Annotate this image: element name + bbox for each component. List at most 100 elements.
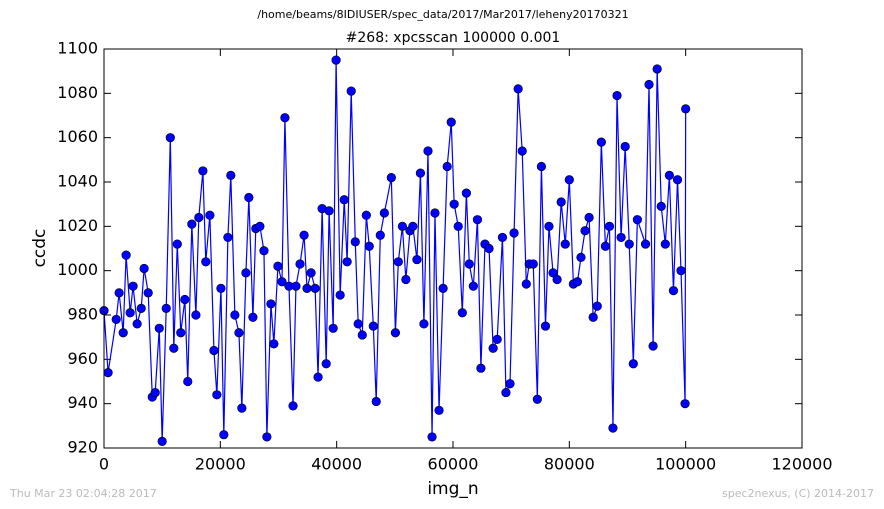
data-point: [532, 394, 542, 404]
data-point: [664, 170, 674, 180]
data-point: [505, 379, 515, 389]
data-point: [259, 246, 269, 256]
data-point: [161, 303, 171, 313]
data-point: [321, 359, 331, 369]
data-point: [165, 133, 175, 143]
data-point: [295, 259, 305, 269]
y-tick-label: 1020: [57, 216, 98, 235]
data-point: [513, 84, 523, 94]
data-point: [580, 226, 590, 236]
data-point: [353, 319, 363, 329]
data-point: [468, 281, 478, 291]
y-axis-label: ccdc: [30, 229, 50, 268]
y-tick-label: 980: [67, 305, 98, 324]
data-point: [368, 321, 378, 331]
x-tick-label: 20000: [195, 455, 246, 474]
data-point: [386, 172, 396, 183]
data-point: [497, 232, 508, 243]
data-point: [592, 301, 602, 311]
y-tick-label: 960: [67, 349, 98, 368]
suptitle: /home/beams/8IDIUSER/spec_data/2017/Mar2…: [257, 8, 628, 21]
data-point: [201, 257, 211, 267]
data-point: [248, 312, 258, 322]
data-point: [472, 215, 483, 225]
y-tick-label: 940: [67, 393, 98, 412]
data-point: [600, 241, 610, 251]
data-point: [492, 334, 502, 344]
data-point: [205, 210, 215, 220]
data-point: [457, 308, 467, 318]
data-point: [288, 401, 298, 411]
data-point: [656, 201, 666, 211]
x-axis-label: img_n: [427, 479, 478, 499]
data-point: [375, 230, 385, 240]
data-point: [118, 328, 128, 338]
data-point: [150, 387, 160, 398]
data-point: [608, 423, 618, 433]
data-point: [393, 257, 403, 267]
data-point: [299, 230, 309, 240]
data-point: [266, 299, 276, 309]
data-point: [114, 288, 124, 298]
data-point: [390, 328, 401, 338]
data-point: [540, 321, 551, 331]
data-point: [528, 259, 538, 269]
data-point: [584, 212, 594, 223]
y-tick-label: 920: [67, 438, 98, 457]
data-point: [237, 403, 247, 413]
data-point: [255, 221, 265, 231]
x-tick-label: 80000: [544, 455, 595, 474]
data-point: [350, 237, 360, 247]
data-point: [194, 212, 204, 223]
data-point: [560, 239, 570, 249]
data-point: [430, 208, 440, 218]
data-point: [125, 308, 135, 318]
data-point: [576, 252, 586, 262]
plot-frame: [103, 48, 803, 449]
data-point: [556, 197, 566, 207]
data-point: [339, 195, 349, 205]
data-point: [277, 277, 287, 287]
data-point: [198, 166, 208, 176]
data-point: [223, 232, 233, 243]
data-point: [209, 345, 219, 356]
data-point: [509, 228, 519, 238]
data-point: [548, 268, 558, 278]
data-point: [446, 117, 456, 127]
data-point: [371, 396, 381, 407]
data-point: [273, 261, 283, 271]
data-point: [139, 263, 149, 274]
data-point: [488, 343, 498, 353]
data-point: [241, 268, 251, 278]
data-point: [442, 161, 452, 172]
data-point: [652, 64, 662, 74]
data-point: [423, 146, 433, 156]
x-tick-label: 40000: [311, 455, 362, 474]
data-point: [408, 221, 418, 231]
data-point: [180, 294, 190, 305]
data-point: [453, 221, 463, 231]
data-point: [632, 215, 642, 225]
data-point: [640, 239, 651, 249]
data-point: [544, 221, 554, 231]
data-point: [143, 288, 153, 298]
data-point: [449, 199, 459, 209]
data-point: [564, 175, 574, 185]
data-point: [620, 141, 630, 152]
data-point: [172, 239, 182, 249]
data-point: [616, 232, 626, 243]
data-point: [154, 323, 164, 333]
data-point: [216, 283, 226, 294]
data-point: [644, 79, 654, 90]
data-point: [269, 339, 279, 349]
data-point: [136, 303, 146, 313]
data-point: [121, 250, 131, 260]
data-point: [415, 168, 426, 178]
data-point: [604, 221, 615, 231]
data-point: [357, 330, 367, 340]
x-tick-label: 60000: [428, 455, 479, 474]
data-point: [111, 314, 121, 325]
data-point: [234, 328, 244, 338]
